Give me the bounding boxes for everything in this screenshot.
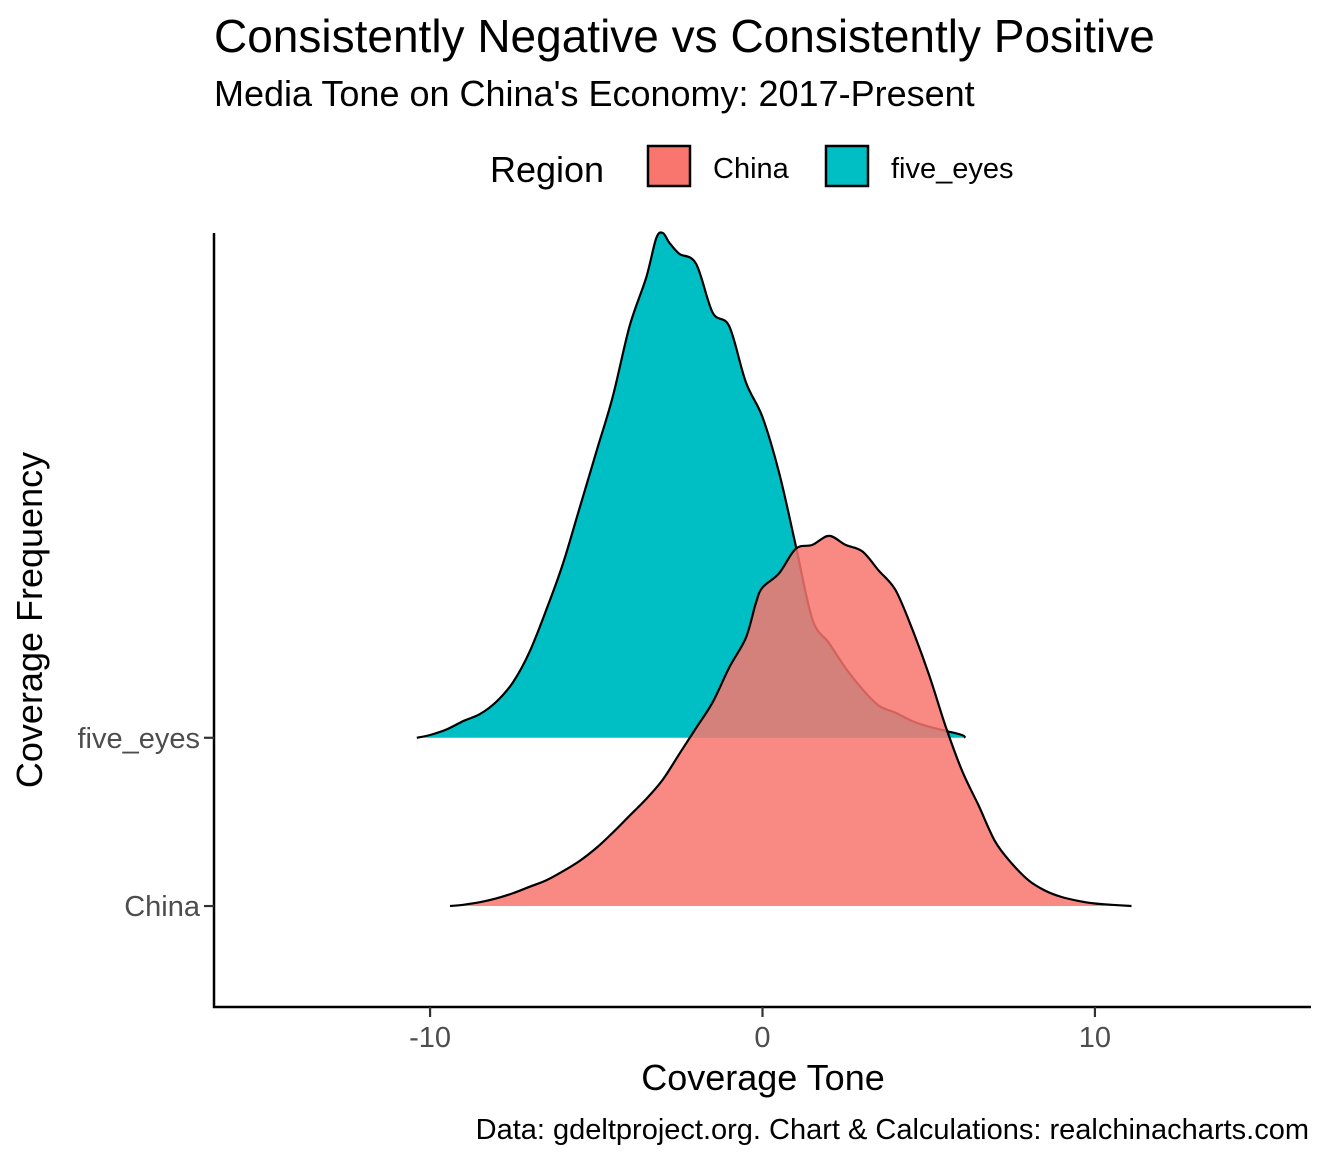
x-tick-label: 0 (754, 1022, 770, 1054)
density-ridges (416, 231, 1132, 908)
legend: Region China five_eyes (490, 144, 1014, 190)
ridge-outline-china (449, 534, 1132, 908)
chart-title: Consistently Negative vs Consistently Po… (214, 10, 1155, 62)
x-axis-label: Coverage Tone (641, 1057, 885, 1098)
legend-title: Region (490, 149, 604, 190)
legend-label-five-eyes: five_eyes (891, 153, 1014, 185)
chart-subtitle: Media Tone on China's Economy: 2017-Pres… (214, 73, 975, 114)
legend-key-five-eyes (824, 144, 870, 188)
ridge-area-five-eyes (416, 232, 966, 738)
y-tick-label: five_eyes (77, 723, 200, 755)
x-tick-label: -10 (409, 1022, 451, 1054)
legend-key-china (646, 144, 692, 188)
chart-caption: Data: gdeltproject.org. Chart & Calculat… (476, 1114, 1309, 1146)
y-axis-ticks: China five_eyes (77, 723, 214, 923)
x-tick-label: 10 (1079, 1022, 1111, 1054)
y-axis-label: Coverage Frequency (9, 452, 50, 788)
legend-label-china: China (713, 153, 790, 185)
y-tick-label: China (124, 891, 201, 923)
ridge-area-china (450, 535, 1132, 906)
x-axis-ticks: -10 0 10 (409, 1007, 1111, 1054)
